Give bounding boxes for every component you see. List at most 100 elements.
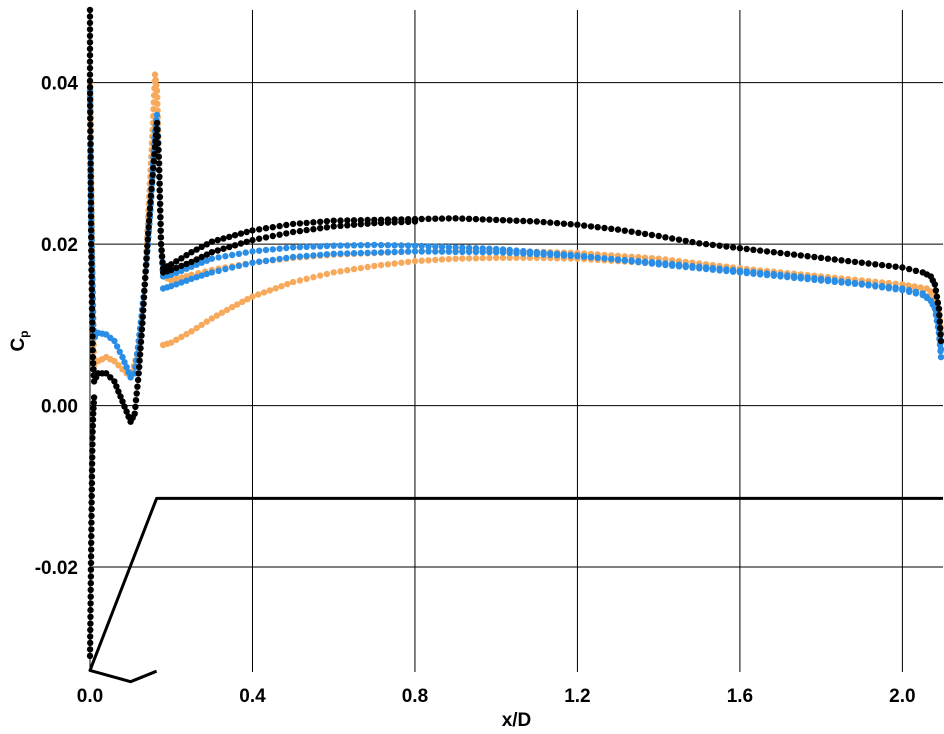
data-point	[303, 219, 310, 227]
data-point	[797, 273, 804, 280]
data-point	[231, 232, 239, 239]
data-point	[283, 244, 290, 252]
data-point	[601, 224, 608, 232]
data-point	[87, 166, 94, 173]
data-point	[878, 282, 886, 290]
data-point	[371, 241, 378, 249]
data-point	[499, 254, 507, 261]
data-point	[777, 271, 784, 278]
series-2	[86, 87, 944, 381]
data-point	[203, 241, 210, 248]
data-point	[157, 214, 164, 221]
data-point	[88, 253, 95, 261]
data-point	[716, 265, 723, 272]
data-point	[398, 218, 405, 226]
y-axis-title-main: C	[8, 338, 29, 352]
data-point	[88, 539, 95, 546]
data-point	[116, 348, 124, 355]
data-point	[317, 243, 324, 250]
data-point	[88, 312, 96, 319]
data-point	[193, 256, 200, 263]
data-point	[567, 252, 574, 260]
data-point	[777, 249, 784, 257]
data-point	[560, 220, 568, 227]
data-point	[119, 398, 126, 405]
data-point	[323, 218, 331, 225]
data-point	[804, 274, 811, 281]
data-point	[323, 270, 331, 278]
data-point	[479, 254, 486, 262]
data-point	[86, 90, 94, 97]
data-point	[689, 238, 696, 246]
data-point	[88, 473, 96, 480]
data-point	[158, 253, 166, 260]
data-point	[198, 321, 205, 329]
data-point	[121, 403, 128, 410]
data-point	[520, 250, 527, 257]
data-point	[243, 238, 250, 245]
data-point	[140, 307, 147, 314]
data-point	[183, 260, 190, 268]
data-point	[269, 224, 276, 231]
data-point	[159, 259, 166, 266]
data-point	[226, 243, 233, 251]
data-point	[493, 249, 500, 256]
data-point	[648, 231, 656, 239]
data-point	[533, 251, 540, 258]
data-point	[851, 258, 859, 266]
data-point	[364, 249, 371, 256]
data-point	[817, 254, 825, 261]
data-point	[156, 173, 163, 180]
data-point	[188, 328, 195, 335]
data-point	[86, 71, 94, 78]
data-point	[147, 198, 154, 206]
data-point	[256, 235, 263, 242]
data-point	[113, 343, 121, 350]
data-point	[87, 153, 94, 161]
data-point	[858, 280, 865, 287]
data-point	[283, 254, 290, 262]
data-point	[86, 32, 94, 39]
data-point	[276, 222, 283, 230]
data-point	[239, 298, 246, 305]
data-point	[198, 243, 205, 251]
data-point	[152, 76, 159, 84]
data-point	[937, 337, 944, 345]
data-point	[452, 248, 459, 255]
data-point	[763, 270, 771, 277]
data-point	[242, 261, 249, 268]
data-point	[418, 215, 425, 223]
data-point	[445, 215, 452, 222]
data-point	[103, 370, 110, 377]
data-point	[296, 220, 304, 227]
data-point	[865, 260, 872, 267]
data-point	[88, 292, 96, 299]
data-point	[229, 303, 236, 311]
data-point	[86, 26, 94, 33]
data-point	[86, 58, 94, 65]
data-point	[499, 217, 507, 224]
data-point	[384, 249, 392, 256]
data-point	[608, 255, 615, 263]
data-point	[87, 96, 94, 103]
data-point	[173, 275, 180, 283]
data-point	[547, 251, 554, 259]
data-point	[838, 278, 845, 285]
data-point	[912, 267, 920, 274]
data-point	[266, 287, 274, 294]
data-point	[244, 296, 251, 303]
data-point	[89, 454, 96, 461]
data-point	[391, 219, 398, 226]
data-point	[885, 283, 892, 291]
data-point	[289, 220, 297, 228]
data-point	[138, 332, 145, 339]
data-point	[88, 240, 95, 248]
data-point	[398, 259, 405, 266]
data-point	[89, 347, 96, 354]
data-points	[86, 6, 944, 660]
data-point	[594, 224, 601, 231]
data-point	[89, 360, 97, 367]
data-point	[193, 274, 200, 281]
data-point	[178, 279, 185, 286]
data-point	[709, 264, 716, 272]
